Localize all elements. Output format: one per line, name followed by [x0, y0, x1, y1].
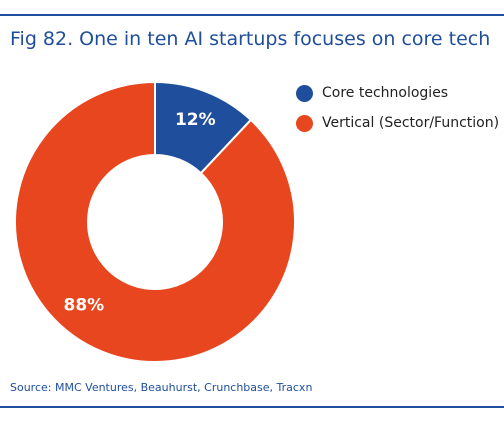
- legend-label-core-technologies: Core technologies: [322, 85, 449, 101]
- top-rule: [0, 14, 504, 16]
- legend-item-core-technologies: Core technologies: [296, 82, 499, 104]
- source-note: Source: MMC Ventures, Beauhurst, Crunchb…: [10, 381, 313, 394]
- legend: Core technologies Vertical (Sector/Funct…: [296, 82, 499, 142]
- legend-swatch-vertical: [296, 114, 313, 132]
- legend-item-vertical: Vertical (Sector/Function): [296, 112, 499, 134]
- chart-title: Fig 82. One in ten AI startups focuses o…: [10, 28, 491, 50]
- legend-swatch-core-technologies: [296, 84, 313, 102]
- donut-label-core-technologies: 12%: [175, 110, 216, 130]
- bottom-rule: [0, 406, 504, 408]
- donut-slice-vertical: [14, 80, 296, 363]
- donut-label-vertical: 88%: [64, 295, 105, 315]
- legend-label-vertical: Vertical (Sector/Function): [322, 115, 500, 131]
